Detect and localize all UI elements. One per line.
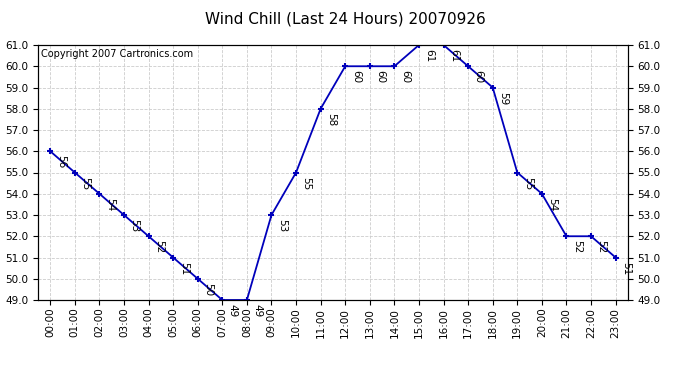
Text: Wind Chill (Last 24 Hours) 20070926: Wind Chill (Last 24 Hours) 20070926 bbox=[205, 11, 485, 26]
Text: 55: 55 bbox=[302, 177, 312, 190]
Text: 54: 54 bbox=[547, 198, 558, 211]
Text: 60: 60 bbox=[400, 70, 410, 84]
Text: 55: 55 bbox=[523, 177, 533, 190]
Text: 54: 54 bbox=[105, 198, 115, 211]
Text: 51: 51 bbox=[179, 262, 188, 275]
Text: 60: 60 bbox=[473, 70, 484, 84]
Text: 52: 52 bbox=[597, 240, 607, 254]
Text: 50: 50 bbox=[204, 283, 213, 296]
Text: 59: 59 bbox=[498, 92, 509, 105]
Text: 52: 52 bbox=[572, 240, 582, 254]
Text: 51: 51 bbox=[621, 262, 631, 275]
Text: 52: 52 bbox=[154, 240, 164, 254]
Text: 58: 58 bbox=[326, 113, 336, 126]
Text: 56: 56 bbox=[56, 155, 66, 169]
Text: 61: 61 bbox=[424, 49, 435, 62]
Text: 49: 49 bbox=[253, 304, 262, 317]
Text: 60: 60 bbox=[375, 70, 385, 84]
Text: 60: 60 bbox=[351, 70, 361, 84]
Text: 49: 49 bbox=[228, 304, 238, 317]
Text: 53: 53 bbox=[277, 219, 287, 232]
Text: 53: 53 bbox=[130, 219, 139, 232]
Text: 61: 61 bbox=[449, 49, 459, 62]
Text: Copyright 2007 Cartronics.com: Copyright 2007 Cartronics.com bbox=[41, 49, 193, 59]
Text: 55: 55 bbox=[80, 177, 90, 190]
